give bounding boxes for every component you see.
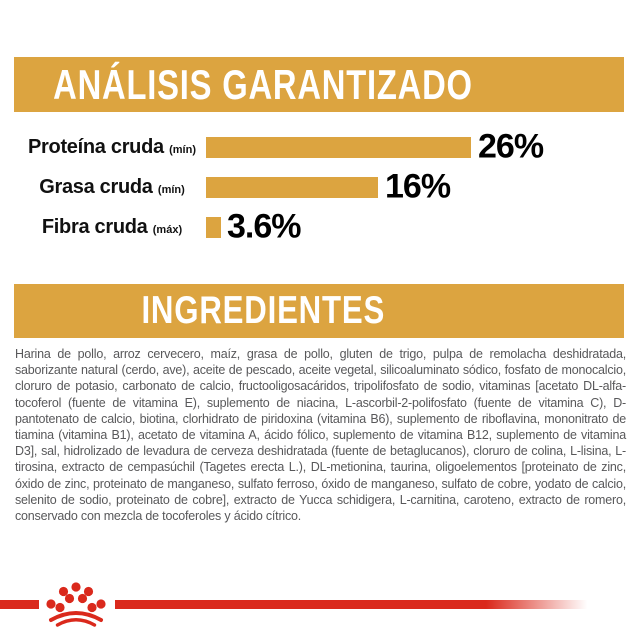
nutrient-bar (206, 136, 471, 158)
nutrient-row-fiber: Fibra cruda (máx) 3.6% (0, 208, 640, 246)
brand-stripe-right (115, 600, 597, 609)
nutrient-qualifier: (mín) (157, 183, 185, 196)
nutrient-row-fat: Grasa cruda (mín) 16% (0, 168, 640, 206)
brand-stripe-left (0, 600, 39, 609)
ingredients-title: INGREDIENTES (141, 289, 385, 332)
nutrient-label: Fibra cruda (máx) (0, 216, 198, 239)
nutrient-name: Proteína cruda (28, 135, 164, 158)
nutrient-row-protein: Proteína cruda (mín) 26% (0, 128, 640, 166)
nutrient-qualifier: (máx) (152, 223, 183, 236)
nutrient-qualifier: (mín) (169, 143, 196, 156)
ingredients-text: Harina de pollo, arroz cervecero, maíz, … (15, 347, 626, 524)
analysis-banner: ANÁLISIS GARANTIZADO (14, 57, 624, 112)
nutrient-bar (206, 176, 378, 198)
nutrient-bar (206, 216, 221, 238)
royal-canin-crown-icon (46, 582, 106, 627)
nutrient-label: Proteína cruda (mín) (0, 136, 198, 159)
nutrient-name: Grasa cruda (39, 175, 153, 198)
nutrient-value: 3.6% (227, 207, 301, 246)
analysis-title: ANÁLISIS GARANTIZADO (53, 60, 473, 108)
nutrient-name: Fibra cruda (41, 215, 148, 238)
nutrient-value: 16% (385, 167, 451, 206)
ingredients-banner: INGREDIENTES (14, 284, 624, 338)
nutrient-value: 26% (478, 127, 544, 166)
nutrient-label: Grasa cruda (mín) (0, 176, 198, 199)
